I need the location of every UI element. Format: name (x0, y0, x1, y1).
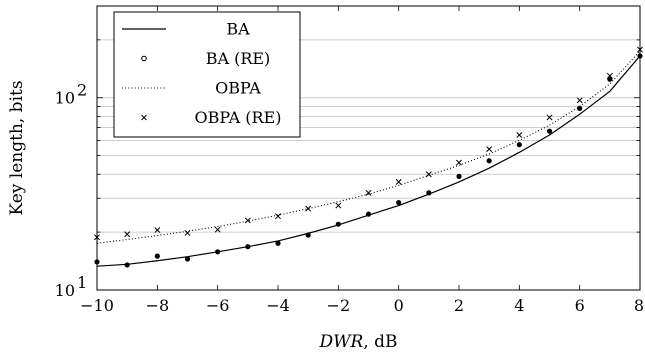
legend-label: OBPA (215, 79, 261, 98)
data-point-ba-re (215, 249, 221, 255)
data-point-obpa-re (244, 217, 251, 224)
data-point-obpa-re (486, 146, 493, 153)
data-point-ba-re (124, 262, 130, 268)
legend-entry: BA (RE) (141, 49, 271, 68)
data-point-ba-re (577, 105, 583, 112)
data-point-ba-re (426, 190, 432, 196)
x-tick-label: 0 (394, 296, 404, 315)
legend-label: OBPA (RE) (194, 108, 281, 127)
data-point-ba-re (184, 256, 191, 262)
data-point-obpa-re (516, 132, 523, 138)
legend-swatch-cross (141, 114, 147, 121)
data-point-obpa-re (395, 178, 402, 185)
x-axis-label-main: DWR (318, 332, 363, 352)
x-tick-label: −4 (266, 296, 290, 315)
data-point-obpa-re (154, 227, 161, 234)
legend-label: BA (226, 20, 250, 39)
x-axis-label: DWR, dB (318, 332, 397, 352)
data-point-obpa-re (546, 114, 553, 121)
x-tick-label: 6 (575, 296, 585, 315)
x-axis-label-unit: , dB (363, 332, 397, 352)
legend-entry: BA (122, 20, 250, 39)
y-tick-label: 10 (55, 281, 75, 300)
x-tick-label: 8 (634, 296, 644, 315)
x-tick-label: −8 (146, 296, 170, 315)
data-point-ba-re (516, 142, 522, 148)
legend: BA BA (RE) OBPA OBPA (RE) (113, 11, 301, 138)
series-layer (94, 46, 643, 268)
data-point-ba-re (154, 253, 160, 259)
data-point-obpa-re (184, 230, 191, 236)
x-tick-label: 4 (514, 296, 524, 315)
data-point-ba-re (305, 232, 311, 238)
data-point-ba-re (365, 211, 372, 217)
series-line-obpa (96, 50, 641, 244)
x-tick-label: −10 (80, 296, 114, 315)
x-tick-label: −2 (327, 296, 351, 315)
data-point-ba-re (245, 244, 251, 250)
data-point-ba-re (546, 128, 553, 134)
data-point-ba-re (456, 173, 462, 179)
data-point-obpa-re (214, 226, 221, 233)
data-point-obpa-re (456, 159, 462, 166)
data-point-obpa-re (425, 171, 432, 178)
x-tick-label: −6 (206, 296, 230, 315)
data-point-obpa-re (124, 231, 131, 238)
data-point-ba-re (486, 158, 492, 164)
y-axis-label: Key length, bits (7, 80, 27, 215)
y-tick-exponent: 1 (77, 273, 87, 292)
data-point-obpa-re (576, 97, 583, 104)
data-point-ba-re (275, 240, 281, 246)
data-point-obpa-re (335, 202, 342, 209)
data-point-ba-re (335, 221, 341, 227)
data-point-obpa-re (305, 205, 312, 212)
legend-entry: OBPA (RE) (141, 108, 282, 127)
legend-label: BA (RE) (206, 49, 271, 68)
y-tick-label: 10 (55, 89, 75, 108)
data-point-obpa-re (365, 189, 372, 196)
data-point-ba-re (396, 199, 402, 206)
legend-entry: OBPA (122, 79, 261, 98)
x-tick-label: 2 (454, 296, 464, 315)
data-point-obpa-re (275, 213, 281, 220)
y-tick-exponent: 2 (77, 81, 87, 100)
data-point-obpa-re (606, 72, 613, 79)
legend-swatch-circle (141, 55, 147, 62)
plot-frame (96, 5, 641, 291)
